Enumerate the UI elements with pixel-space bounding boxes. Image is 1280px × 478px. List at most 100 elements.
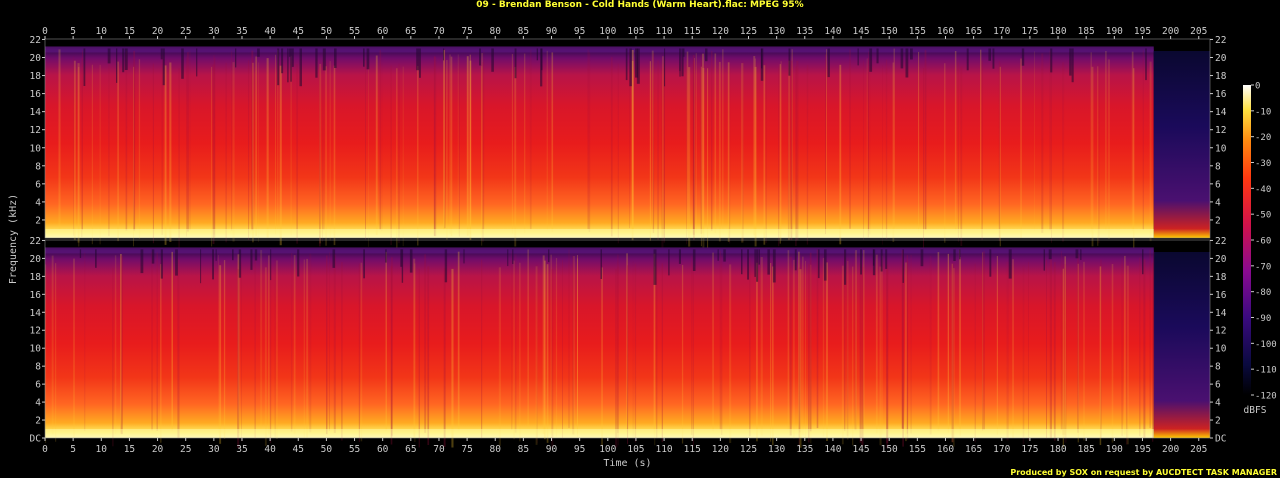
spectrum-texture xyxy=(711,51,713,231)
x-tick-label: 85 xyxy=(518,26,529,37)
spectrum-texture xyxy=(869,48,873,72)
y-tick-label: 20 xyxy=(1215,53,1227,64)
spectrum-texture xyxy=(901,250,904,429)
spectrum-texture xyxy=(741,249,743,275)
x-tick-label: 15 xyxy=(124,26,135,37)
spectrum-texture xyxy=(225,62,227,243)
spectrum-texture xyxy=(535,266,538,445)
spectrum-texture xyxy=(683,48,685,57)
spectrum-texture xyxy=(920,249,924,267)
spectrum-texture xyxy=(653,253,656,433)
spectrum-texture xyxy=(652,53,655,233)
spectrum-texture xyxy=(160,249,163,279)
spectrum-texture xyxy=(1064,256,1066,435)
spectrum-texture xyxy=(893,48,895,229)
spectrum-texture xyxy=(817,249,820,279)
spectrum-texture xyxy=(1126,265,1129,445)
spectrum-texture xyxy=(1069,48,1072,76)
y-tick-label: 18 xyxy=(30,71,42,82)
y-tick-label: 4 xyxy=(35,398,41,409)
y-tick-label: 12 xyxy=(1215,125,1226,136)
y-tick-label: 4 xyxy=(35,197,41,208)
spectrum-texture xyxy=(341,262,343,441)
x-tick-label: 15 xyxy=(124,444,135,455)
spectrum-texture xyxy=(519,262,521,442)
spectrum-texture xyxy=(632,261,634,440)
spectrum-texture xyxy=(992,48,995,69)
y-tick-label: 2 xyxy=(35,416,41,427)
x-axis-label: Time (s) xyxy=(603,458,651,469)
spectrum-texture xyxy=(325,66,327,246)
spectrum-texture xyxy=(717,249,719,261)
spectrum-texture xyxy=(798,251,800,431)
spectrum-texture xyxy=(1107,59,1110,239)
spectrum-texture xyxy=(507,249,509,267)
x-tick-label: 80 xyxy=(490,444,502,455)
spectrum-texture xyxy=(778,66,780,247)
spectrum-texture xyxy=(1053,262,1056,441)
spectrum-texture xyxy=(617,266,619,446)
spectrum-texture xyxy=(572,255,575,435)
x-tick-label: 190 xyxy=(1106,444,1123,455)
spectrum-texture xyxy=(215,249,217,261)
spectrum-texture xyxy=(171,251,173,431)
spectrum-texture xyxy=(444,48,446,229)
spectrum-texture xyxy=(1062,62,1065,242)
spectrum-texture xyxy=(1046,259,1047,439)
spectrum-texture xyxy=(705,48,708,62)
spectrum-texture xyxy=(107,48,111,64)
spectrum-texture xyxy=(826,262,828,441)
spectrum-texture xyxy=(867,57,869,238)
y-tick-label: 12 xyxy=(1215,326,1226,337)
spectrum-texture xyxy=(212,64,215,244)
x-tick-label: 35 xyxy=(236,26,247,37)
spectrum-texture xyxy=(610,56,613,237)
x-tick-label: 200 xyxy=(1162,444,1179,455)
spectrum-texture xyxy=(1050,48,1053,73)
spectrum-texture xyxy=(433,56,435,236)
spectrum-texture xyxy=(196,48,198,77)
spectrum-texture xyxy=(45,264,47,443)
y-tick-label: 10 xyxy=(30,344,42,355)
spectrum-texture xyxy=(398,63,400,244)
spectrum-texture xyxy=(900,48,904,69)
spectrum-texture xyxy=(275,260,278,439)
spectrum-texture xyxy=(617,63,619,244)
spectrum-texture xyxy=(419,48,421,78)
spectrum-texture xyxy=(617,254,619,433)
x-tick-label: 150 xyxy=(881,444,898,455)
spectrum-texture xyxy=(160,48,163,60)
spectrum-texture xyxy=(458,57,460,237)
x-tick-label: 150 xyxy=(881,26,898,37)
spectrum-texture xyxy=(656,259,658,439)
x-tick-label: 80 xyxy=(490,26,502,37)
spectrum-texture xyxy=(947,253,949,433)
spectrum-texture xyxy=(257,48,260,57)
spectrum-texture xyxy=(237,269,240,448)
spectrum-texture xyxy=(1062,256,1065,435)
spectrum-texture xyxy=(334,48,337,68)
spectrum-texture xyxy=(151,249,155,264)
spectrum-texture xyxy=(200,249,202,284)
spectrum-texture xyxy=(982,251,983,431)
spectrum-texture xyxy=(951,263,953,443)
x-tick-label: 205 xyxy=(1190,26,1207,37)
x-tick-label: 35 xyxy=(236,444,247,455)
spectrum-texture xyxy=(333,65,336,246)
x-tick-label: 170 xyxy=(993,26,1010,37)
x-tick-label: 145 xyxy=(852,26,869,37)
spectrum-texture xyxy=(368,67,369,247)
spectrum-texture xyxy=(866,58,868,238)
spectrum-texture xyxy=(960,66,963,246)
spectrum-texture xyxy=(481,66,483,246)
x-tick-label: 90 xyxy=(546,444,558,455)
spectrum-texture xyxy=(999,66,1001,247)
spectrum-texture xyxy=(791,49,793,229)
panel-frame xyxy=(44,38,1211,239)
spectrum-texture xyxy=(923,68,924,248)
spectrum-texture xyxy=(550,254,552,434)
spectrum-texture xyxy=(980,49,982,230)
spectrum-texture xyxy=(996,256,998,435)
